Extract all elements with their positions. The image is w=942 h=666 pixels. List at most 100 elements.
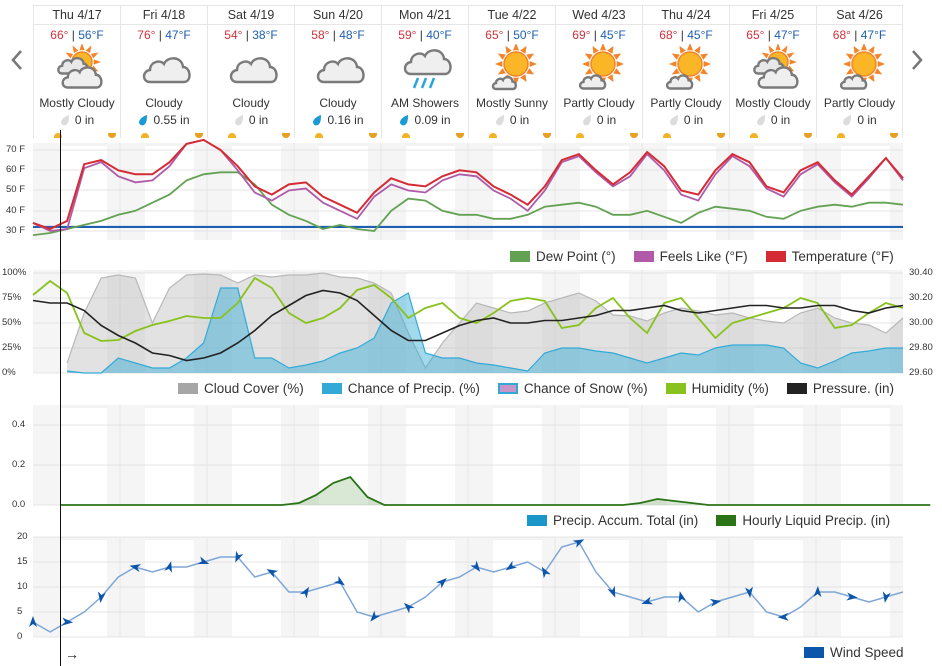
condition-text: Cloudy: [145, 96, 183, 110]
day-card[interactable]: Wed 4/23 69° | 45°F Partly Cloudy 0 in: [555, 6, 642, 138]
sunrise-icon: [750, 133, 758, 138]
previous-button[interactable]: [7, 46, 27, 74]
percent-axis-tick: 0%: [2, 367, 16, 378]
day-card[interactable]: Thu 4/17 66° | 56°F Mostly Cloudy 0 in: [33, 6, 120, 138]
sunrise-icon: [141, 133, 149, 138]
mostly-cloudy-icon: [730, 42, 816, 96]
low-temp: 50°F: [513, 28, 539, 42]
temperature-range: 68° | 47°F: [832, 28, 887, 42]
day-card[interactable]: Mon 4/21 59° | 40°F AM Showers 0.09 in: [381, 6, 468, 138]
pressure-axis-tick: 30.40: [909, 267, 933, 278]
raindrop-icon: [139, 115, 148, 126]
condition-text: Mostly Sunny: [475, 96, 549, 110]
cloudy-icon: [295, 42, 381, 96]
day-card[interactable]: Thu 4/24 68° | 45°F Partly Cloudy 0 in: [642, 6, 729, 138]
condition-text: Mostly Cloudy: [735, 96, 811, 110]
precip-amount: 0 in: [730, 111, 816, 129]
day-label: Mon 4/21: [382, 6, 468, 25]
condition-text: Partly Cloudy: [650, 96, 722, 110]
low-temp: 38°F: [252, 28, 278, 42]
legend-pressure[interactable]: Pressure. (in): [786, 381, 894, 396]
wind-axis-tick: 10: [17, 581, 28, 592]
raindrop-icon: [313, 115, 322, 126]
high-temp: 54°: [224, 28, 243, 42]
high-temp: 59°: [398, 28, 417, 42]
sunrise-icon: [315, 133, 323, 138]
temperature-range: 69° | 45°F: [572, 28, 626, 42]
raindrop-icon: [843, 115, 852, 126]
temp-axis-tick: 50 F: [6, 184, 26, 195]
raindrop-icon: [495, 115, 504, 126]
pressure-axis-tick: 29.80: [909, 342, 933, 353]
temp-axis-tick: 70 F: [6, 144, 26, 155]
cloudy-icon: [208, 42, 294, 96]
precip-amount: 0 in: [643, 111, 729, 129]
day-label: Sat 4/26: [817, 6, 902, 25]
wind-axis-tick: 15: [17, 556, 28, 567]
precip-amount: 0 in: [208, 111, 294, 129]
low-temp: 48°F: [339, 28, 365, 42]
partly-cloudy-icon: [643, 42, 729, 96]
precip-axis-tick: 0.0: [12, 499, 26, 510]
day-card[interactable]: Sun 4/20 58° | 48°F Cloudy 0.16 in: [294, 6, 381, 138]
legend-hourly-precip[interactable]: Hourly Liquid Precip. (in): [716, 513, 890, 528]
precip-amount: 0 in: [556, 111, 642, 129]
pressure-axis-tick: 30.20: [909, 292, 933, 303]
legend-feels-like[interactable]: Feels Like (°F): [633, 249, 748, 264]
sunrise-icon: [663, 133, 671, 138]
legend-temperature[interactable]: Temperature (°F): [765, 249, 894, 264]
sunset-icon: [195, 133, 203, 138]
chevron-left-icon: [11, 50, 22, 70]
legend-chance-snow[interactable]: Chance of Snow (%): [497, 381, 648, 396]
legend-humidity[interactable]: Humidity (%): [665, 381, 769, 396]
temperature-range: 65° | 47°F: [746, 28, 800, 42]
high-temp: 68°: [659, 28, 678, 42]
precip-legend: Precip. Accum. Total (in) Hourly Liquid …: [509, 513, 890, 528]
temperature-legend: Dew Point (°) Feels Like (°F) Temperatur…: [492, 249, 894, 264]
day-card[interactable]: Tue 4/22 65° | 50°F Mostly Sunny 0 in: [468, 6, 555, 138]
daily-forecast-strip: Thu 4/17 66° | 56°F Mostly Cloudy 0 in F…: [33, 5, 903, 138]
legend-precip-accum[interactable]: Precip. Accum. Total (in): [527, 513, 698, 528]
condition-text: Mostly Cloudy: [39, 96, 115, 110]
legend-chance-precip[interactable]: Chance of Precip. (%): [321, 381, 480, 396]
sunset-icon: [108, 133, 116, 138]
temp-axis-tick: 40 F: [6, 205, 26, 216]
precip-amount: 0 in: [34, 111, 120, 129]
legend-wind-speed[interactable]: Wind Speed: [804, 645, 904, 660]
high-temp: 68°: [832, 28, 851, 42]
low-temp: 45°F: [600, 28, 626, 42]
percent-axis-tick: 75%: [2, 292, 22, 303]
precip-amount: 0.16 in: [295, 111, 381, 129]
legend-cloud-cover[interactable]: Cloud Cover (%): [178, 381, 304, 396]
wind-axis-tick: 0: [17, 631, 23, 642]
high-temp: 58°: [311, 28, 330, 42]
sunset-icon: [804, 133, 812, 138]
percent-axis-tick: 25%: [2, 342, 22, 353]
partly-cloudy-icon: [556, 42, 642, 96]
precip-axis-tick: 0.2: [12, 459, 26, 470]
sunset-icon: [282, 133, 290, 138]
sunrise-icon: [228, 133, 236, 138]
day-card[interactable]: Sat 4/19 54° | 38°F Cloudy 0 in: [207, 6, 294, 138]
raindrop-icon: [234, 115, 243, 126]
day-card[interactable]: Fri 4/18 76° | 47°F Cloudy 0.55 in: [120, 6, 207, 138]
condition-text: Cloudy: [319, 96, 357, 110]
high-temp: 65°: [746, 28, 765, 42]
next-button[interactable]: [907, 46, 927, 74]
day-label: Wed 4/23: [556, 6, 642, 25]
temperature-range: 54° | 38°F: [224, 28, 278, 42]
mostly-cloudy-icon: [34, 42, 120, 96]
day-label: Sat 4/19: [208, 6, 294, 25]
condition-text: AM Showers: [390, 96, 460, 110]
day-card[interactable]: Fri 4/25 65° | 47°F Mostly Cloudy 0 in: [729, 6, 816, 138]
percent-axis-tick: 50%: [2, 317, 22, 328]
partly-cloudy-icon: [817, 42, 902, 96]
sunset-icon: [630, 133, 638, 138]
day-label: Sun 4/20: [295, 6, 381, 25]
temperature-range: 58° | 48°F: [311, 28, 365, 42]
day-card[interactable]: Sat 4/26 68° | 47°F Partly Cloudy 0 in: [816, 6, 903, 138]
current-time-line: [60, 130, 61, 666]
wind-axis-tick: 20: [17, 531, 28, 542]
legend-dew-point[interactable]: Dew Point (°): [510, 249, 616, 264]
